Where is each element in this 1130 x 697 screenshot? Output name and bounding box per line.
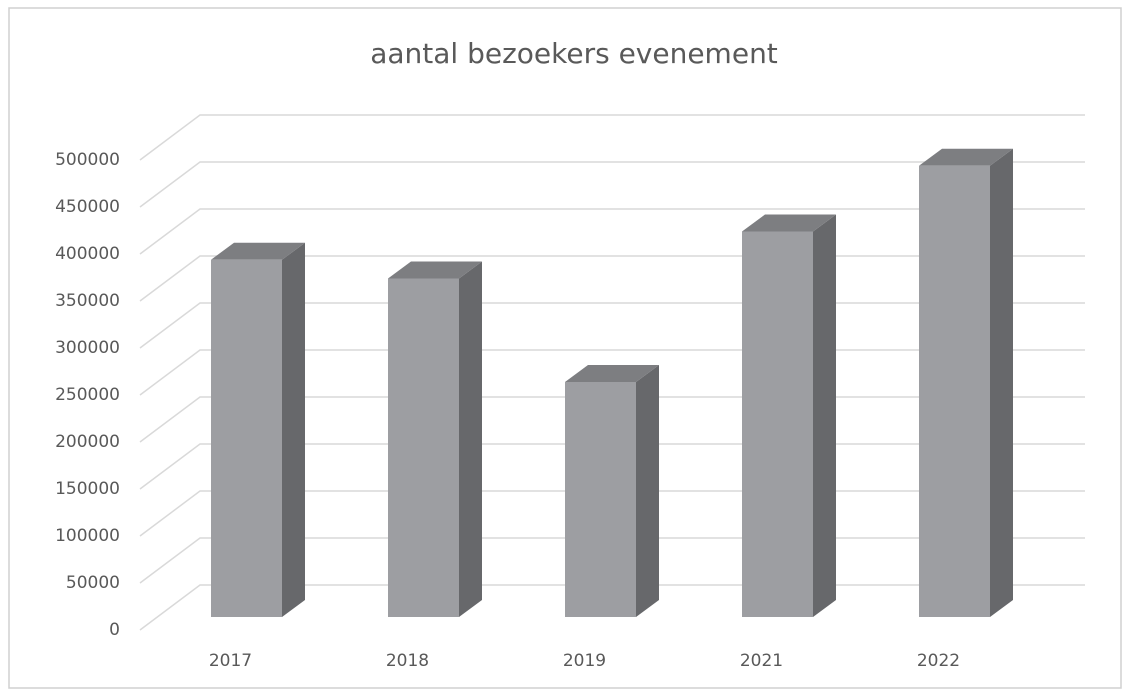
bar-side [636, 364, 659, 617]
bar [388, 261, 482, 617]
grid-line [139, 208, 1085, 255]
bar-top [388, 261, 482, 279]
bar-front [742, 231, 813, 617]
x-tick-label: 2018 [386, 651, 429, 671]
bar [919, 148, 1013, 617]
bar-front [565, 381, 636, 617]
y-tick-label: 100000 [55, 526, 120, 546]
chart-title: aantal bezoekers evenement [370, 37, 778, 70]
bar-side [282, 242, 305, 617]
y-tick-label: 400000 [55, 244, 120, 264]
grid-line [139, 161, 1085, 208]
grid-line [139, 114, 1085, 161]
bar-front [919, 165, 990, 617]
x-tick-label: 2019 [563, 651, 606, 671]
bar-top [211, 242, 305, 260]
bar-front [211, 259, 282, 617]
y-tick-label: 250000 [55, 385, 120, 405]
bar-side [459, 261, 482, 617]
y-tick-label: 0 [109, 620, 120, 640]
y-tick-label: 50000 [66, 573, 120, 593]
x-tick-label: 2017 [209, 651, 252, 671]
bar [211, 242, 305, 617]
bar [565, 364, 659, 617]
bar-top [565, 364, 659, 382]
y-tick-label: 450000 [55, 197, 120, 217]
y-tick-label: 300000 [55, 338, 120, 358]
y-tick-label: 500000 [55, 150, 120, 170]
bar [742, 214, 836, 617]
x-tick-label: 2022 [917, 651, 960, 671]
bar-top [742, 214, 836, 232]
bar-side [990, 148, 1013, 617]
bar-top [919, 148, 1013, 166]
y-tick-label: 350000 [55, 291, 120, 311]
bar-front [388, 278, 459, 617]
x-tick-label: 2021 [740, 651, 783, 671]
y-tick-label: 200000 [55, 432, 120, 452]
y-tick-label: 150000 [55, 479, 120, 499]
bar-side [813, 214, 836, 617]
